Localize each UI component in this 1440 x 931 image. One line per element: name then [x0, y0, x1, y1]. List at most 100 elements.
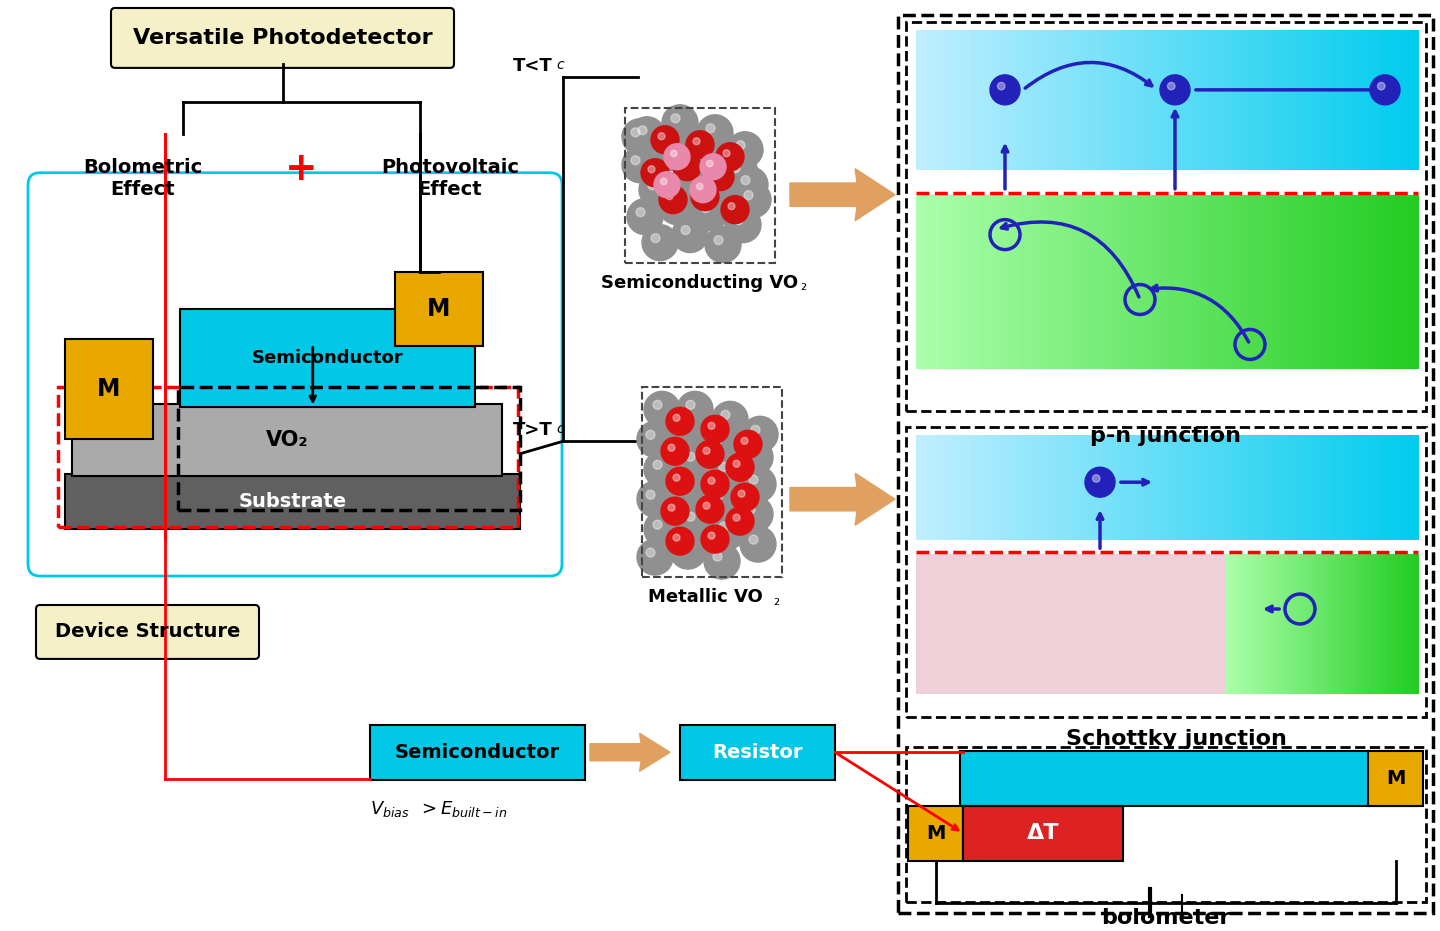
Bar	[960, 750, 1418, 805]
Circle shape	[719, 522, 729, 531]
Circle shape	[749, 535, 757, 544]
Bar	[1246, 554, 1248, 694]
Circle shape	[710, 513, 746, 549]
Bar	[1207, 30, 1212, 169]
Bar	[1398, 30, 1404, 169]
Bar	[976, 195, 982, 370]
Bar	[1346, 554, 1349, 694]
Bar	[1067, 436, 1073, 540]
Bar	[1011, 195, 1018, 370]
Bar	[1276, 554, 1279, 694]
Circle shape	[639, 171, 675, 208]
Bar	[1031, 30, 1037, 169]
Bar	[1358, 195, 1364, 370]
Bar	[65, 340, 153, 439]
Bar	[1299, 554, 1302, 694]
Bar	[1287, 554, 1290, 694]
Bar	[1037, 30, 1043, 169]
Bar	[1207, 195, 1212, 370]
Circle shape	[665, 527, 694, 555]
Bar	[1257, 554, 1260, 694]
Bar	[1247, 436, 1253, 540]
Bar	[1138, 195, 1143, 370]
Circle shape	[697, 183, 703, 190]
Circle shape	[665, 408, 694, 436]
Circle shape	[711, 401, 747, 438]
Bar	[1011, 436, 1018, 540]
Bar	[1152, 30, 1158, 169]
Bar	[1051, 195, 1057, 370]
Bar	[960, 195, 968, 370]
Bar	[1027, 195, 1032, 370]
Circle shape	[690, 177, 716, 203]
Circle shape	[742, 438, 747, 444]
Bar	[1413, 436, 1418, 540]
Circle shape	[647, 430, 655, 439]
Bar	[1368, 750, 1423, 805]
Bar	[1001, 30, 1008, 169]
Bar	[1318, 195, 1323, 370]
Bar	[1358, 30, 1364, 169]
Circle shape	[708, 423, 716, 429]
Bar	[1187, 195, 1194, 370]
Bar	[1156, 30, 1164, 169]
Bar	[1338, 554, 1341, 694]
Circle shape	[707, 160, 713, 167]
Bar	[1166, 30, 1174, 169]
Bar	[1097, 195, 1103, 370]
Bar	[1384, 554, 1387, 694]
Bar	[1293, 195, 1299, 370]
Bar	[1313, 195, 1319, 370]
Bar	[1021, 436, 1028, 540]
Circle shape	[998, 82, 1005, 90]
Bar	[1313, 30, 1319, 169]
Bar	[1047, 436, 1053, 540]
Bar	[1021, 30, 1028, 169]
Circle shape	[652, 460, 662, 469]
Bar	[1345, 554, 1348, 694]
Bar	[1233, 30, 1238, 169]
Circle shape	[701, 470, 729, 498]
Circle shape	[752, 425, 760, 434]
Bar	[1308, 30, 1313, 169]
Bar	[1041, 195, 1047, 370]
Bar	[1361, 554, 1364, 694]
Bar	[1310, 554, 1313, 694]
Bar	[1107, 195, 1113, 370]
Bar	[1272, 554, 1274, 694]
Circle shape	[672, 534, 680, 541]
Bar	[1385, 554, 1388, 694]
Bar	[1380, 554, 1382, 694]
Bar	[932, 436, 937, 540]
Bar	[1318, 436, 1323, 540]
Bar	[1081, 30, 1087, 169]
Bar	[1362, 30, 1369, 169]
Bar	[1378, 554, 1381, 694]
Bar	[1381, 554, 1384, 694]
Bar	[1382, 30, 1388, 169]
Bar	[996, 436, 1002, 540]
Bar	[1071, 195, 1077, 370]
Circle shape	[713, 436, 721, 444]
Text: Semiconductor: Semiconductor	[395, 743, 560, 762]
Circle shape	[704, 543, 740, 579]
Bar	[1316, 554, 1319, 694]
Bar	[1117, 436, 1123, 540]
Bar	[1146, 30, 1153, 169]
Bar	[1247, 30, 1253, 169]
Bar	[1162, 195, 1168, 370]
Bar	[991, 436, 998, 540]
Bar	[1403, 195, 1408, 370]
Bar	[370, 725, 585, 780]
Bar	[1367, 554, 1369, 694]
Bar	[926, 30, 932, 169]
Bar	[1338, 195, 1344, 370]
Bar	[1240, 554, 1243, 694]
Bar	[1274, 554, 1277, 694]
Bar	[922, 436, 927, 540]
Text: Substrate: Substrate	[239, 492, 347, 511]
Circle shape	[716, 142, 744, 170]
Bar	[1117, 195, 1123, 370]
Bar	[916, 436, 922, 540]
Circle shape	[652, 400, 662, 410]
